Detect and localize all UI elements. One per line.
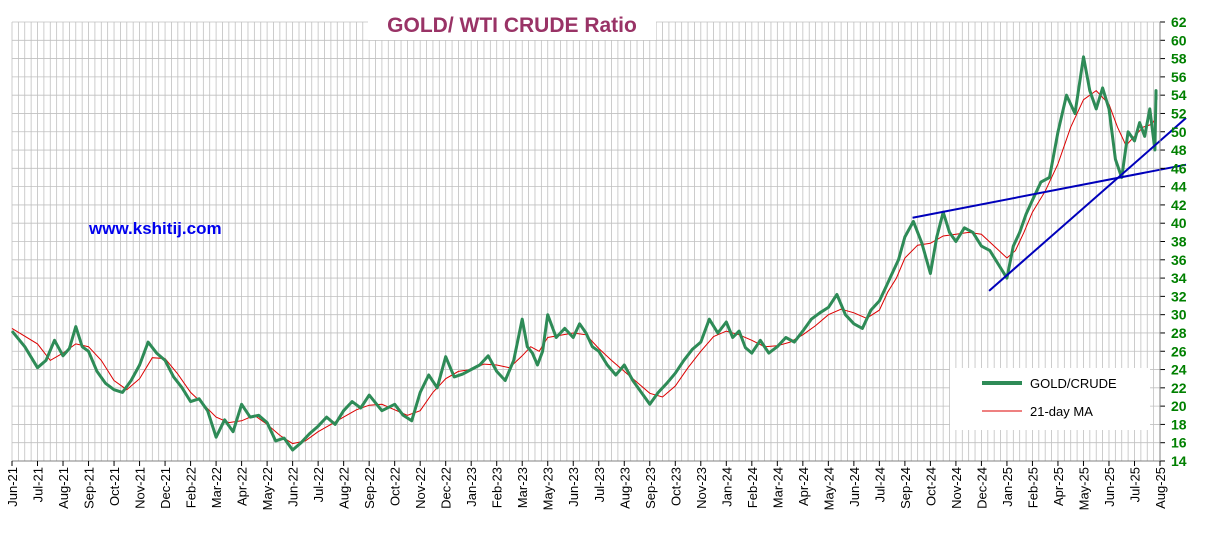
chart-title: GOLD/ WTI CRUDE Ratio <box>387 14 637 37</box>
legend-label-gold-crude: GOLD/CRUDE <box>1030 376 1117 391</box>
x-tick-label: Sep-21 <box>82 467 97 509</box>
y-tick-label: 24 <box>1171 362 1187 378</box>
plot-area <box>10 55 1158 452</box>
x-tick-label: Nov-24 <box>949 467 964 509</box>
x-tick-label: Dec-21 <box>158 467 173 509</box>
x-tick-label: Jul-22 <box>311 467 326 502</box>
x-tick-label: May-23 <box>541 467 556 510</box>
y-tick-label: 62 <box>1171 14 1187 30</box>
x-tick-label: Mar-22 <box>209 467 224 508</box>
y-tick-label: 58 <box>1171 51 1187 67</box>
x-tick-label: Sep-23 <box>643 467 658 509</box>
watermark-url: www.kshitij.com <box>88 219 222 238</box>
x-tick-label: Aug-22 <box>337 467 352 509</box>
x-tick-label: Jun-21 <box>5 467 20 507</box>
series-line-gold-crude <box>10 55 1158 452</box>
x-tick-label: Oct-21 <box>107 467 122 506</box>
y-tick-label: 28 <box>1171 325 1187 341</box>
x-tick-label: Jan-24 <box>719 467 734 507</box>
x-tick-label: Jan-25 <box>1000 467 1015 507</box>
y-tick-label: 18 <box>1171 416 1187 432</box>
y-tick-label: 54 <box>1171 87 1187 103</box>
x-tick-label: Jun-23 <box>566 467 581 507</box>
y-tick-label: 56 <box>1171 69 1187 85</box>
x-tick-label: May-25 <box>1076 467 1091 510</box>
y-tick-label: 60 <box>1171 32 1187 48</box>
x-tick-label: Nov-21 <box>133 467 148 509</box>
x-tick-label: Feb-24 <box>745 467 760 508</box>
legend-box <box>950 368 1150 430</box>
x-tick-label: Jun-25 <box>1102 467 1117 507</box>
y-tick-label: 34 <box>1171 270 1187 286</box>
legend-label-ma: 21-day MA <box>1030 404 1093 419</box>
x-tick-label: Feb-22 <box>184 467 199 508</box>
x-tick-label: Oct-23 <box>668 467 683 506</box>
y-tick-label: 26 <box>1171 343 1187 359</box>
y-tick-label: 38 <box>1171 234 1187 250</box>
x-tick-label: Nov-23 <box>694 467 709 509</box>
legend: GOLD/CRUDE 21-day MA <box>950 368 1150 430</box>
y-tick-label: 14 <box>1171 453 1187 469</box>
x-tick-label: Dec-24 <box>974 467 989 509</box>
x-tick-label: Apr-25 <box>1051 467 1066 506</box>
x-tick-label: Jul-23 <box>592 467 607 502</box>
x-tick-label: Feb-25 <box>1025 467 1040 508</box>
title-background <box>368 8 656 40</box>
trend-line-2 <box>988 117 1187 292</box>
x-tick-label: Jun-22 <box>286 467 301 507</box>
x-tick-label: Apr-22 <box>235 467 250 506</box>
trend-lines <box>912 117 1187 292</box>
x-tick-label: May-24 <box>821 467 836 510</box>
y-tick-label: 16 <box>1171 435 1187 451</box>
axes: 14 16 18 20 22 24 26 28 30 32 34 36 38 40 42 44 46 48 50 52… <box>5 14 1187 510</box>
x-tick-label: Jan-23 <box>464 467 479 507</box>
x-tick-label: Jun-24 <box>847 467 862 507</box>
y-tick-label: 50 <box>1171 124 1187 140</box>
y-tick-label: 44 <box>1171 179 1187 195</box>
x-tick-label: Aug-21 <box>56 467 71 509</box>
y-tick-label: 22 <box>1171 380 1187 396</box>
x-tick-label: Sep-22 <box>362 467 377 509</box>
x-tick-label: Aug-23 <box>617 467 632 509</box>
y-tick-label: 36 <box>1171 252 1187 268</box>
y-tick-label: 30 <box>1171 307 1187 323</box>
x-tick-label: Mar-24 <box>770 467 785 508</box>
y-tick-label: 20 <box>1171 398 1187 414</box>
trend-line-1 <box>912 163 1187 219</box>
y-tick-label: 40 <box>1171 215 1187 231</box>
y-tick-label: 52 <box>1171 105 1187 121</box>
y-tick-label: 42 <box>1171 197 1187 213</box>
x-tick-label: Nov-22 <box>413 467 428 509</box>
x-tick-label: Aug-25 <box>1153 467 1168 509</box>
x-tick-label: Mar-23 <box>515 467 530 508</box>
x-tick-label: Oct-22 <box>388 467 403 506</box>
y-tick-label: 48 <box>1171 142 1187 158</box>
x-tick-label: Jul-25 <box>1127 467 1142 502</box>
x-tick-label: Sep-24 <box>898 467 913 509</box>
x-tick-label: May-22 <box>260 467 275 510</box>
x-tick-label: Oct-24 <box>923 467 938 506</box>
x-tick-label: Jul-21 <box>31 467 46 502</box>
x-tick-label: Dec-22 <box>439 467 454 509</box>
x-tick-label: Apr-24 <box>796 467 811 506</box>
y-tick-label: 46 <box>1171 160 1187 176</box>
x-tick-label: Feb-23 <box>490 467 505 508</box>
y-tick-label: 32 <box>1171 288 1187 304</box>
x-tick-label: Jul-24 <box>872 467 887 502</box>
